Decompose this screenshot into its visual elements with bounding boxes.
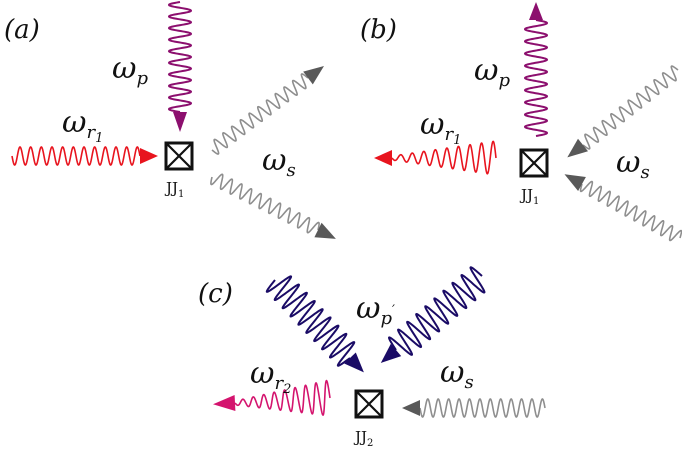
signal-arrowhead-a-up xyxy=(303,66,324,84)
signal-wave-b-upper xyxy=(583,66,678,149)
omega-s-a: ωs xyxy=(262,143,296,181)
pump-arrowhead-c-right xyxy=(381,344,401,363)
junction-b-label: JJ1 xyxy=(519,186,539,207)
signal-wave-c xyxy=(420,399,545,417)
panel-c-label: (c) xyxy=(198,279,233,309)
signal-wave-b-lower xyxy=(581,182,682,241)
junction-a xyxy=(166,143,192,169)
omega-r1-b: ωr1 xyxy=(420,107,461,148)
resonator-wave-a xyxy=(12,147,140,165)
signal-arrowhead-c xyxy=(402,400,420,416)
signal-arrowhead-b-upper xyxy=(567,139,588,158)
resonator-wave-b xyxy=(392,141,496,173)
panel-b: (b) JJ1 ωp ωr1 ωs xyxy=(360,2,681,240)
signal-wave-a-down xyxy=(211,174,319,232)
pump-arrowhead-b xyxy=(529,2,543,20)
omega-p-a: ωp xyxy=(112,51,148,89)
resonator-arrowhead-a xyxy=(140,148,158,164)
junction-c-label: JJ2 xyxy=(353,428,373,449)
omega-s-b: ωs xyxy=(616,145,650,183)
omega-s-c: ωs xyxy=(440,355,474,393)
signal-arrowhead-a-down xyxy=(314,223,336,239)
junction-c xyxy=(356,391,382,417)
omega-r1-a: ωr1 xyxy=(62,105,103,146)
panel-c: (c) JJ2 ωp′ ωr2 ωs xyxy=(198,267,545,449)
panel-b-label: (b) xyxy=(360,15,397,45)
pump-arrowhead-a xyxy=(173,112,187,132)
signal-wave-a-up xyxy=(212,74,308,154)
pump-wave-b xyxy=(525,20,547,136)
junction-a-label: JJ1 xyxy=(164,179,184,200)
resonator-arrowhead-b xyxy=(374,150,392,166)
signal-arrowhead-b-lower xyxy=(565,174,586,191)
panel-a-label: (a) xyxy=(4,15,40,45)
pump-wave-c-right xyxy=(389,267,484,355)
omega-p-b: ωp xyxy=(474,53,510,91)
omega-r2-c: ωr2 xyxy=(250,356,291,397)
pump-wave-a xyxy=(169,2,191,112)
resonator-arrowhead-c xyxy=(213,395,235,411)
omega-pprime-c: ωp′ xyxy=(356,291,395,329)
pump-wave-c-left xyxy=(267,276,354,365)
panel-a: (a) JJ1 ωp ωr1 ωs xyxy=(4,2,336,239)
junction-b xyxy=(521,150,547,176)
pump-arrowhead-c-left xyxy=(344,353,364,373)
